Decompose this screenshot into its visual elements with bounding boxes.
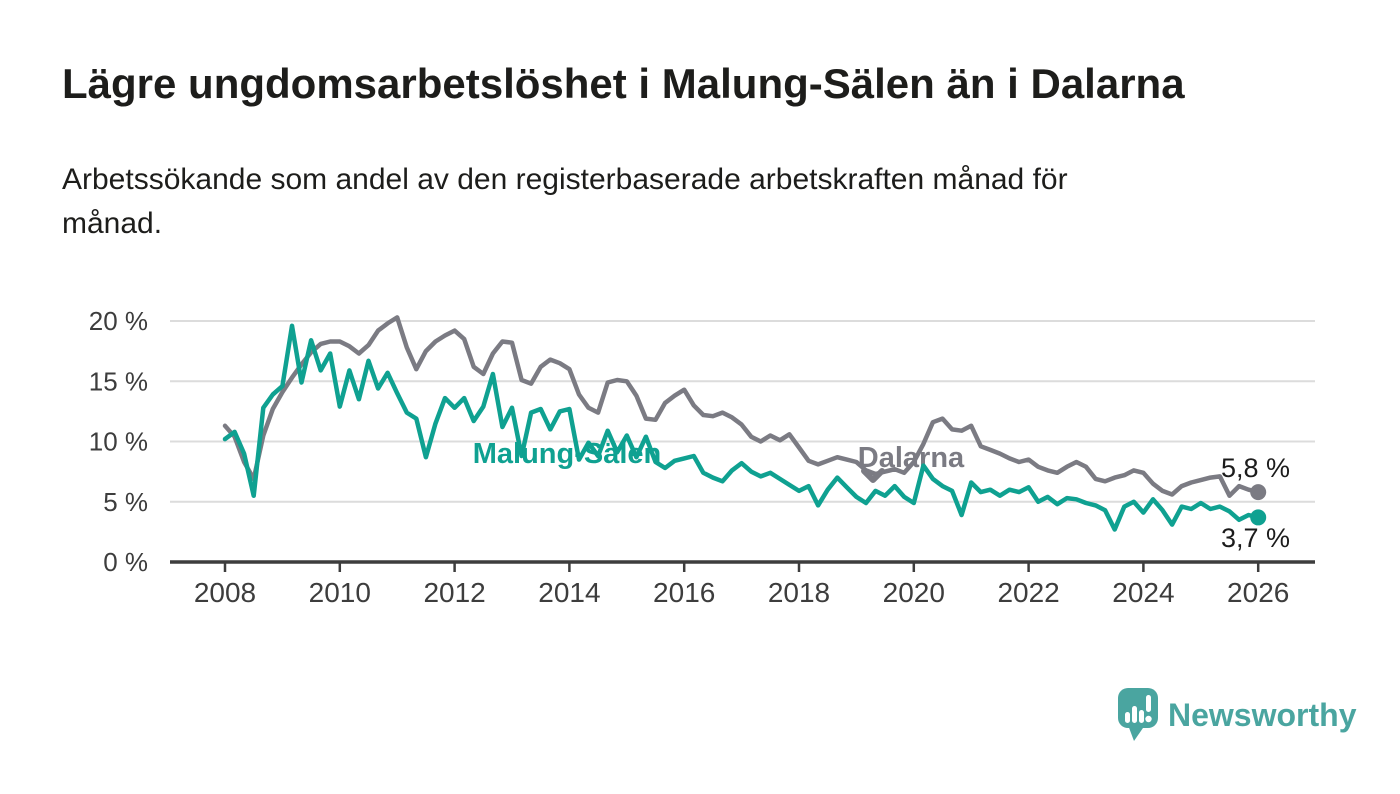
x-tick-label-2012: 2012 — [423, 577, 485, 608]
dalarna-label-caret-icon — [861, 468, 885, 483]
brand-footer: Newsworthy — [1116, 686, 1376, 746]
page-title: Lägre ungdomsarbetslöshet i Malung-Sälen… — [62, 60, 1185, 107]
dalarna-series-label: Dalarna — [858, 442, 965, 474]
line-chart: 2008 2010 2012 2014 2016 2018 2020 2022 2024 2026… — [89, 306, 1315, 608]
x-tick-label-2026: 2026 — [1227, 577, 1289, 608]
brand-name: Newsworthy — [1168, 697, 1357, 733]
malung-s-len-line — [222, 323, 1261, 532]
x-tick-label-2008: 2008 — [194, 577, 256, 608]
x-tick-label-2010: 2010 — [309, 577, 371, 608]
x-tick-label-2014: 2014 — [538, 577, 600, 608]
malung-s-len-end-dot — [1250, 509, 1267, 526]
y-tick-label-10: 10 % — [89, 427, 148, 457]
y-tick-label-15: 15 % — [89, 366, 148, 396]
y-tick-label-20: 20 % — [89, 306, 148, 336]
dalarna-line — [222, 315, 1261, 498]
x-tick-label-2024: 2024 — [1112, 577, 1174, 608]
malung-s-len-series-label: Malung-Sälen — [473, 438, 662, 470]
newsworthy-logo: Newsworthy — [1118, 688, 1357, 741]
dalarna-end-dot — [1250, 484, 1267, 501]
subtitle-line-1: Arbetssökande som andel av den registerb… — [62, 163, 1068, 196]
x-tick-label-2022: 2022 — [997, 577, 1059, 608]
x-tick-label-2016: 2016 — [653, 577, 715, 608]
x-tick-label-2018: 2018 — [768, 577, 830, 608]
dalarna-end-value-label: 5,8 % — [1221, 453, 1290, 483]
speech-bubble-icon — [1118, 688, 1158, 741]
y-tick-label-5: 5 % — [103, 487, 148, 517]
chart-subtitle: Arbetssökande som andel av den registerb… — [62, 158, 1262, 246]
subtitle-line-2: månad. — [62, 207, 163, 240]
malung-s-len-end-value-label: 3,7 % — [1221, 523, 1290, 553]
y-tick-label-0: 0 % — [103, 547, 148, 577]
x-tick-label-2020: 2020 — [883, 577, 945, 608]
